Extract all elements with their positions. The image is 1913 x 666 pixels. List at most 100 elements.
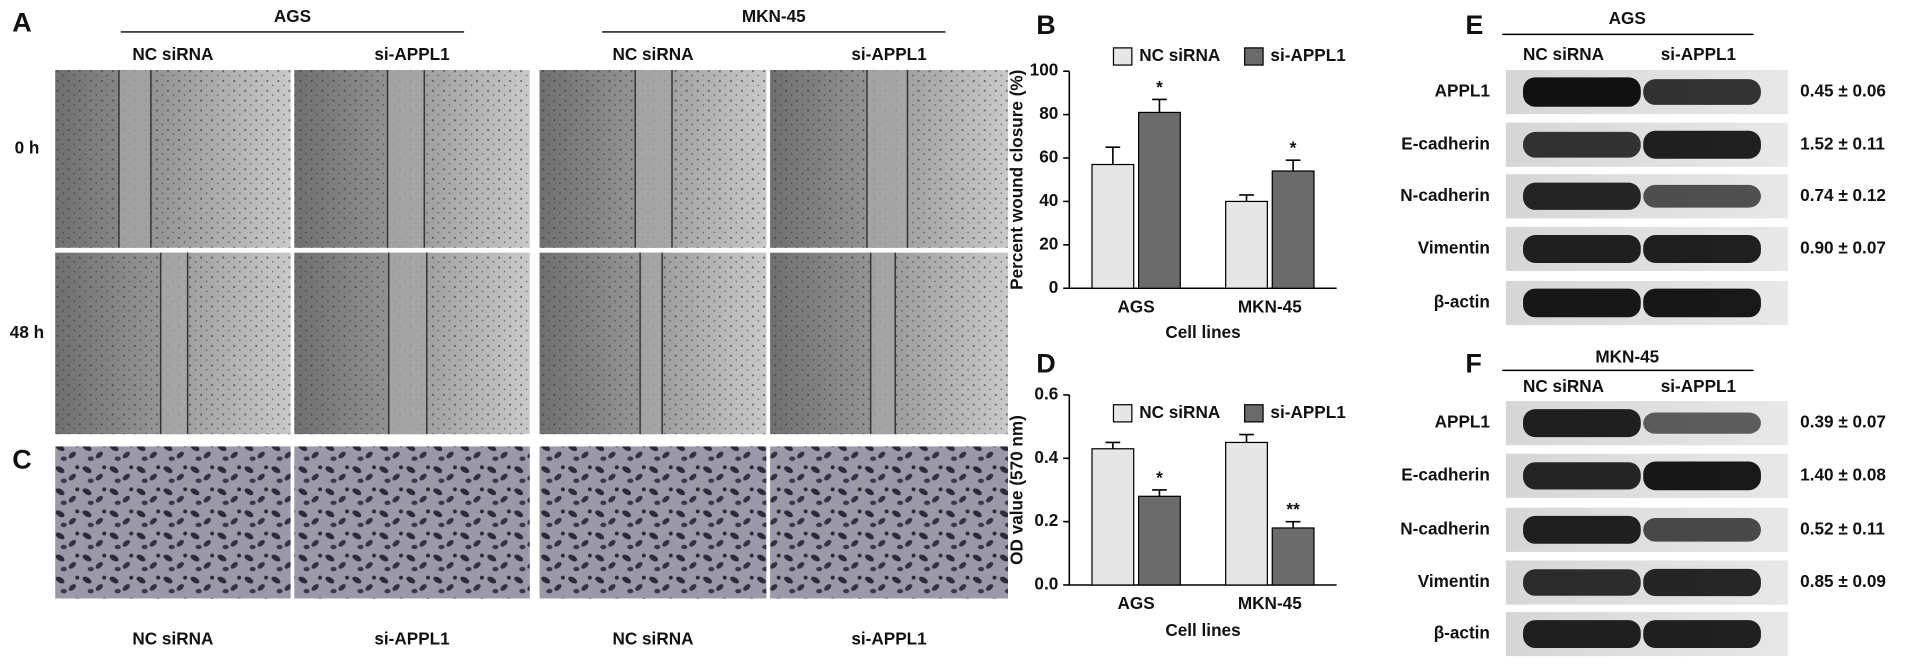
wound-area: [870, 252, 896, 435]
panel-label: B: [1036, 10, 1055, 40]
ratio-label: 1.40 ± 0.08: [1800, 464, 1886, 484]
protein-label: N-cadherin: [1400, 185, 1490, 205]
error-bar: [1152, 98, 1167, 113]
micrograph: [539, 446, 767, 599]
wound-area: [160, 252, 188, 435]
y-tick-label: 0.6: [1034, 383, 1058, 403]
ratio-label: 0.74 ± 0.12: [1800, 185, 1886, 205]
blot-band: [1523, 77, 1641, 107]
micrograph: [55, 446, 291, 599]
group-title: AGS: [274, 6, 311, 26]
panel-label: A: [12, 8, 31, 38]
blot-band: [1643, 518, 1761, 542]
bar: [1137, 111, 1181, 289]
y-axis-label: OD value (570 nm): [1006, 415, 1026, 565]
ratio-label: 0.90 ± 0.07: [1800, 238, 1886, 258]
wound-area: [866, 69, 908, 248]
blot-band: [1643, 184, 1761, 208]
blot-band: [1523, 409, 1641, 438]
blot-band: [1523, 569, 1641, 596]
legend-label: NC siRNA: [1139, 45, 1220, 65]
condition-label: NC siRNA: [132, 44, 213, 64]
y-tick-label: 40: [1039, 190, 1058, 210]
panel-label: C: [12, 444, 31, 474]
panel-label: E: [1465, 10, 1483, 40]
error-bar: [1105, 146, 1121, 165]
error-bar: [1105, 441, 1121, 449]
condition-label: si-APPL1: [851, 44, 927, 64]
significance-mark: **: [1286, 499, 1300, 519]
bar: [1091, 163, 1135, 289]
wound-area: [640, 252, 663, 435]
condition-label: si-APPL1: [1661, 376, 1737, 396]
error-bar: [1285, 159, 1301, 172]
y-axis-label: Percent wound closure (%): [1006, 70, 1026, 290]
y-tick-label: 80: [1039, 103, 1058, 123]
y-tick-label: 0: [1049, 277, 1059, 297]
y-tick-label: 100: [1030, 60, 1059, 80]
blot-band: [1643, 568, 1761, 597]
blot-band: [1643, 412, 1761, 434]
condition-label: si-APPL1: [1661, 44, 1737, 64]
blot-band: [1643, 235, 1761, 263]
x-tick-label: AGS: [1118, 593, 1155, 613]
micrograph-cells: [55, 69, 291, 248]
y-tick-label: 60: [1039, 147, 1058, 167]
blot-band: [1523, 515, 1641, 544]
timepoint-label: 0 h: [15, 138, 40, 158]
ratio-label: 0.85 ± 0.09: [1800, 571, 1886, 591]
x-axis-label: Cell lines: [1165, 620, 1240, 640]
legend-swatch: [1112, 404, 1133, 423]
ratio-label: 0.45 ± 0.06: [1800, 81, 1886, 101]
protein-label: N-cadherin: [1400, 518, 1490, 538]
bar: [1225, 200, 1268, 289]
blot-band: [1523, 462, 1641, 490]
blot-band: [1643, 620, 1761, 649]
significance-mark: *: [1290, 138, 1297, 158]
condition-label: NC siRNA: [1523, 44, 1604, 64]
legend-swatch: [1244, 404, 1264, 423]
timepoint-label: 48 h: [10, 322, 44, 342]
x-tick-label: MKN-45: [1238, 296, 1302, 316]
x-axis-label: Cell lines: [1165, 322, 1240, 342]
protein-label: β-actin: [1434, 291, 1490, 311]
ratio-label: 1.52 ± 0.11: [1800, 133, 1885, 153]
legend-swatch: [1112, 47, 1133, 66]
panel-label: F: [1465, 349, 1481, 379]
blot-band: [1523, 235, 1641, 263]
group-title: MKN-45: [742, 6, 806, 26]
error-bar: [1285, 520, 1301, 528]
bar: [1271, 527, 1315, 586]
error-bar: [1239, 433, 1254, 443]
blot-band: [1523, 288, 1641, 318]
bar: [1271, 170, 1315, 289]
micrograph: [294, 446, 530, 599]
blot-band: [1523, 131, 1641, 158]
y-tick-label: 0.2: [1034, 510, 1058, 530]
condition-label: NC siRNA: [132, 629, 213, 649]
condition-label: si-APPL1: [374, 44, 450, 64]
micrograph: [770, 446, 1009, 599]
protein-label: β-actin: [1434, 623, 1490, 643]
significance-mark: *: [1156, 77, 1163, 97]
wound-area: [118, 69, 151, 248]
significance-mark: *: [1156, 467, 1163, 487]
blot-band: [1643, 79, 1761, 105]
protein-label: APPL1: [1435, 81, 1491, 101]
legend-label: si-APPL1: [1270, 402, 1346, 422]
x-tick-label: AGS: [1118, 296, 1155, 316]
blot-band: [1643, 288, 1761, 318]
blot-band: [1643, 461, 1761, 491]
panel-label: D: [1036, 349, 1055, 379]
protein-label: E-cadherin: [1401, 133, 1490, 153]
y-tick-label: 0.0: [1034, 574, 1058, 594]
protein-label: Vimentin: [1418, 571, 1490, 591]
error-bar: [1239, 194, 1254, 202]
bar: [1225, 441, 1268, 586]
wound-area: [388, 252, 427, 435]
y-tick-label: 20: [1039, 233, 1058, 253]
condition-label: NC siRNA: [612, 44, 693, 64]
legend-swatch: [1244, 47, 1264, 66]
legend-label: si-APPL1: [1270, 45, 1346, 65]
